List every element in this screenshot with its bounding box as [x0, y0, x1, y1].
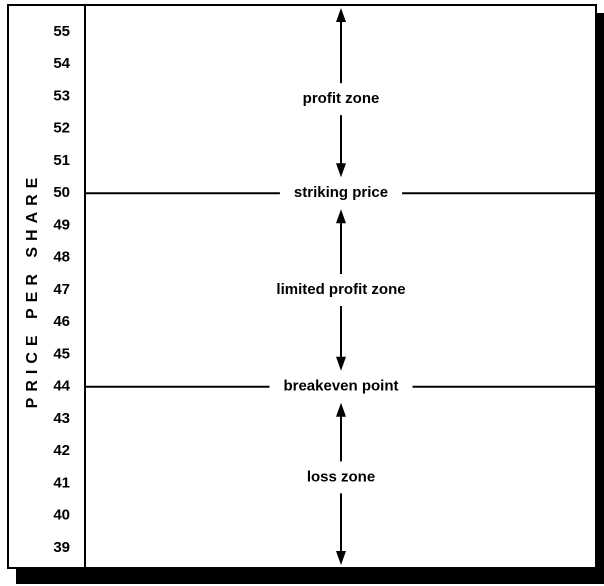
arrowhead	[336, 356, 346, 371]
tick-label: 42	[53, 442, 70, 459]
tick-label: 55	[53, 23, 70, 40]
frame	[7, 4, 597, 569]
tick-label: 45	[53, 345, 70, 362]
tick-label: 40	[53, 507, 70, 524]
tick-label: 52	[53, 120, 70, 137]
arrowhead	[336, 551, 346, 565]
axis-label: PRICE PER SHARE	[24, 172, 41, 409]
zone-label: limited profit zone	[276, 281, 405, 298]
zone-label: profit zone	[303, 90, 380, 107]
tick-label: 54	[53, 55, 70, 72]
tick-label: 51	[53, 152, 70, 169]
tick-label: 47	[53, 281, 70, 298]
arrowhead	[336, 163, 346, 178]
level-label: breakeven point	[283, 378, 398, 395]
tick-label: 41	[53, 474, 70, 491]
tick-label: 50	[53, 184, 70, 201]
tick-label: 39	[53, 539, 70, 556]
arrowhead	[336, 209, 346, 224]
tick-label: 49	[53, 216, 70, 233]
tick-label: 46	[53, 313, 70, 330]
arrowhead	[336, 402, 346, 417]
tick-label: 53	[53, 87, 70, 104]
zone-label: loss zone	[307, 468, 375, 485]
tick-label: 43	[53, 410, 70, 427]
tick-label: 44	[53, 378, 70, 395]
tick-label: 48	[53, 249, 70, 266]
arrowhead	[336, 8, 346, 22]
level-label: striking price	[294, 184, 388, 201]
